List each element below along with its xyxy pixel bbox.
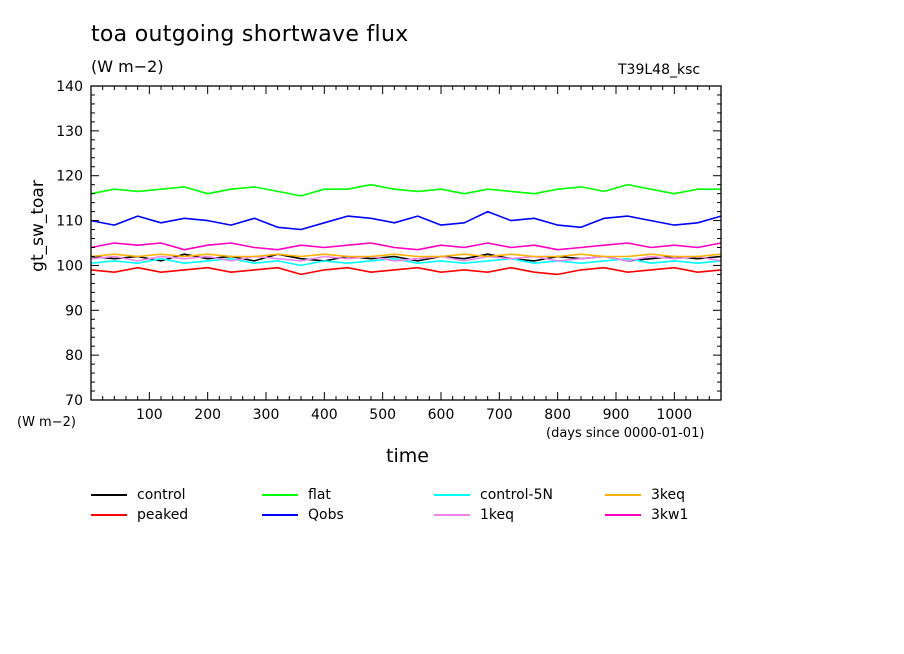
legend-swatch <box>605 494 641 496</box>
y-tick-label: 70 <box>65 393 83 409</box>
x-tick-label: 1000 <box>657 407 693 423</box>
legend-swatch <box>262 494 298 496</box>
legend-label: flat <box>308 487 331 503</box>
legend-label: 3kw1 <box>651 507 689 523</box>
x-tick-label: 800 <box>544 407 571 423</box>
y-axis-unit: (W m−2) <box>17 415 76 430</box>
series-line-3keq <box>90 253 722 258</box>
legend-swatch <box>605 514 641 516</box>
y-tick-label: 110 <box>56 214 83 230</box>
legend-label: Qobs <box>308 507 344 523</box>
legend-label: 1keq <box>480 507 515 523</box>
y-tick-label: 130 <box>56 124 83 140</box>
chart-title: toa outgoing shortwave flux <box>91 22 409 47</box>
legend-label: control-5N <box>480 487 553 503</box>
x-tick-label: 900 <box>603 407 630 423</box>
legend-label: 3keq <box>651 487 686 503</box>
y-tick-label: 100 <box>56 258 83 274</box>
legend-item-3keq: 3keq <box>605 487 685 503</box>
legend-item-peaked: peaked <box>91 507 188 523</box>
y-tick-label: 90 <box>65 303 83 319</box>
series-line-Qobs <box>90 210 722 231</box>
x-tick-label: 400 <box>311 407 338 423</box>
x-tick-label: 200 <box>194 407 221 423</box>
y-axis-label: gt_sw_toar <box>28 180 48 272</box>
x-tick-label: 300 <box>253 407 280 423</box>
y-tick-label: 120 <box>56 169 83 185</box>
legend-swatch <box>434 494 470 496</box>
run-id: T39L48_ksc <box>618 62 701 78</box>
legend-swatch <box>91 494 127 496</box>
x-tick-label: 600 <box>428 407 455 423</box>
legend-swatch <box>262 514 298 516</box>
x-tick-label: 700 <box>486 407 513 423</box>
legend-item-Qobs: Qobs <box>262 507 344 523</box>
legend-item-3kw1: 3kw1 <box>605 507 688 523</box>
legend-swatch <box>91 514 127 516</box>
y-tick-label: 140 <box>56 79 83 95</box>
chart-units: (W m−2) <box>91 57 164 76</box>
series-line-1keq <box>90 255 722 262</box>
x-axis-label: time <box>386 445 429 467</box>
series-line-flat <box>90 183 721 197</box>
series-line-3kw1 <box>90 242 722 251</box>
series-line-control-5N <box>90 257 722 267</box>
legend-label: control <box>137 487 186 503</box>
legend-item-flat: flat <box>262 487 331 503</box>
legend-item-1keq: 1keq <box>434 507 514 523</box>
x-axis-unit: (days since 0000-01-01) <box>546 426 705 441</box>
x-tick-label: 100 <box>136 407 163 423</box>
y-tick-label: 80 <box>65 348 83 364</box>
legend-label: peaked <box>137 507 189 523</box>
legend-swatch <box>434 514 470 516</box>
series-line-peaked <box>90 266 722 276</box>
x-tick-label: 500 <box>369 407 396 423</box>
legend-item-control-5N: control-5N <box>434 487 553 503</box>
legend-item-control: control <box>91 487 186 503</box>
